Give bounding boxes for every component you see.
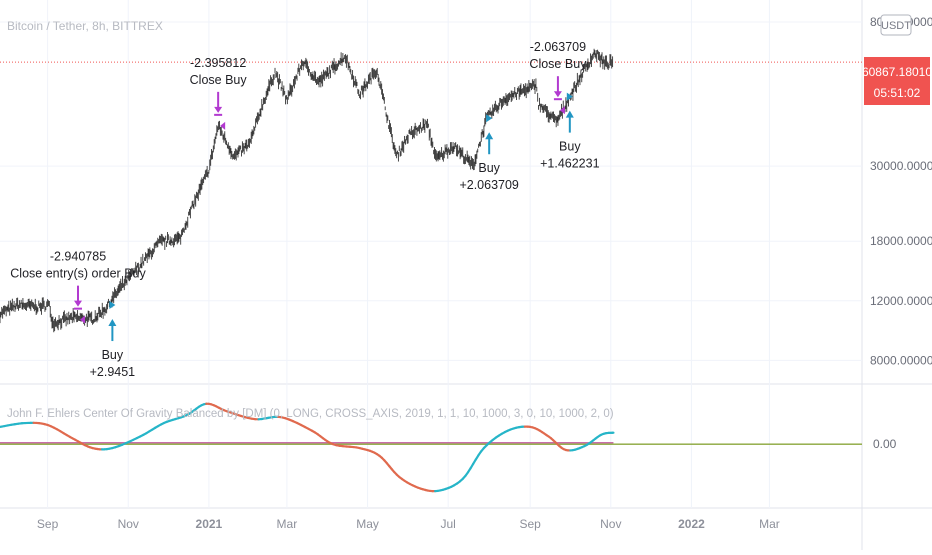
signal-label: Buy xyxy=(478,161,500,175)
signal-label: Close Buy xyxy=(190,73,248,87)
signal-profit: +2.9451 xyxy=(90,365,136,379)
time-tick-label: Mar xyxy=(277,517,298,531)
signal-profit: +2.063709 xyxy=(459,178,518,192)
bar-countdown: 05:51:02 xyxy=(874,86,921,100)
price-tick-label: 30000.00000 xyxy=(870,159,932,173)
time-tick-label: Mar xyxy=(759,517,780,531)
symbol-title: Bitcoin / Tether, 8h, BITTREX xyxy=(7,19,163,33)
indicator-title[interactable]: John F. Ehlers Center Of Gravity Balance… xyxy=(7,408,614,420)
indicator-zero-label: 0.00 xyxy=(873,437,897,451)
signal-profit: -2.940785 xyxy=(50,250,106,264)
time-tick-label: Sep xyxy=(519,517,541,531)
signal-profit: +1.462231 xyxy=(540,157,599,171)
last-price-value: 60867.18010 xyxy=(862,65,932,79)
time-tick-label: May xyxy=(356,517,379,531)
signal-label: Buy xyxy=(559,140,581,154)
signal-label: Buy xyxy=(102,348,124,362)
currency-badge-label: USDT xyxy=(881,20,911,32)
time-tick-label: 2021 xyxy=(196,517,223,531)
signal-label: Close entry(s) order Buy xyxy=(10,267,146,281)
price-tick-label: 18000.00000 xyxy=(870,234,932,248)
time-tick-label: Sep xyxy=(37,517,59,531)
signal-profit: -2.395812 xyxy=(190,56,246,70)
signal-label: Close Buy xyxy=(529,57,587,71)
time-tick-label: Nov xyxy=(600,517,621,531)
price-tick-label: 12000.00000 xyxy=(870,294,932,308)
time-tick-label: 2022 xyxy=(678,517,705,531)
time-tick-label: Nov xyxy=(118,517,139,531)
signal-profit: -2.063709 xyxy=(530,40,586,54)
last-price-badge: 60867.18010 05:51:02 xyxy=(862,57,932,105)
time-tick-label: Jul xyxy=(441,517,456,531)
price-tick-label: 8000.00000 xyxy=(870,353,932,367)
currency-badge[interactable]: USDT xyxy=(881,15,911,35)
